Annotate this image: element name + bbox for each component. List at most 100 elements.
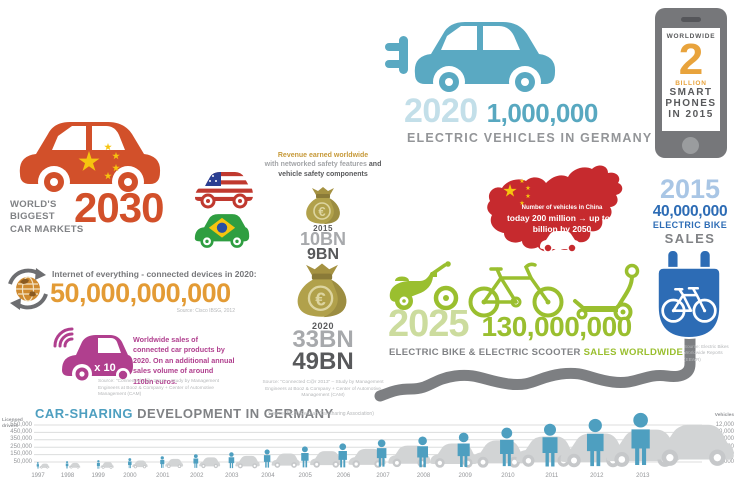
- phone-worldwide: WORLDWIDE: [666, 33, 716, 40]
- revenue-2015-gray: 10BN: [299, 229, 347, 249]
- chart-title-accent: CAR-SHARING: [35, 406, 133, 421]
- driver-vehicle-pictogram: [300, 446, 342, 468]
- phone-home-button: [682, 137, 699, 154]
- revenue-2020-dark: 49BN: [292, 348, 354, 375]
- revenue-year-2020: 2020: [311, 321, 335, 331]
- world-biggest-car-markets-label: WORLD'S BIGGEST CAR MARKETS: [10, 199, 90, 236]
- revenue-heading: Revenue earned worldwide with networked …: [262, 151, 384, 179]
- phone-smart: SMART: [669, 87, 713, 99]
- road-cord: [374, 330, 696, 402]
- ebike-value: 40,000,000: [652, 203, 728, 220]
- driver-vehicle-pictogram: [36, 462, 50, 469]
- chart-year-label: 1998: [60, 473, 75, 479]
- driver-vehicle-pictogram: [228, 452, 260, 469]
- smartphone: WORLDWIDE 2 BILLION SMART PHONES IN 2015: [655, 8, 727, 158]
- escooter-label: ELECTRIC BIKE & ELECTRIC SCOOTER SALES W…: [389, 347, 683, 358]
- chart-year-label: 2002: [190, 473, 204, 479]
- electric-car-icon: [385, 22, 556, 98]
- chart-year-label: 2000: [123, 473, 137, 479]
- driver-vehicle-pictogram: [65, 461, 81, 469]
- usa-car-icon: [195, 172, 253, 209]
- ev-value: 1,000,000: [486, 98, 599, 128]
- revenue-source: Source: "Connected C@r 2013" – Study by …: [262, 380, 384, 399]
- escooter-row: 2025 130,000,000: [388, 303, 632, 346]
- chart-year-label: 2013: [636, 473, 650, 479]
- chart-title-rest: DEVELOPMENT IN GERMANY: [132, 406, 334, 421]
- driver-vehicle-pictogram: [127, 458, 148, 469]
- chart-year-label: 2007: [376, 473, 390, 479]
- driver-vehicle-pictogram: [264, 449, 300, 469]
- revenue-heading-gray: with networked safety features: [264, 161, 369, 169]
- left-axis-tick: 250,000: [10, 443, 32, 450]
- ev-year: 2020: [404, 92, 478, 130]
- connected-car-icon: x 10: [53, 327, 133, 384]
- left-axis-tick: 150,000: [10, 451, 32, 458]
- chart-year-label: 2004: [261, 473, 275, 479]
- left-axis-tick: 350,000: [10, 436, 32, 443]
- bicycle-icon: [468, 262, 564, 318]
- china-vehicles-line1: Number of vehicles in China: [522, 205, 603, 211]
- ebike-label1: ELECTRIC BIKE: [652, 220, 728, 230]
- label-line: WORLD'S: [10, 199, 57, 210]
- chart-year-label: 2012: [590, 473, 604, 479]
- left-axis-label: Licensed drivers: [2, 418, 23, 429]
- chart-year-label: 1999: [91, 473, 105, 479]
- money-bag-large-icon: €: [297, 263, 347, 318]
- revenue-2020-gray: 33BN: [292, 326, 354, 353]
- svg-text:€: €: [315, 289, 326, 310]
- right-axis-label: Vehicles: [714, 413, 734, 418]
- right-axis-tick: 12,000: [715, 421, 734, 428]
- ebike-source: Source: Electric Bikes Worldwide Reports…: [684, 344, 729, 362]
- escooter-year: 2025: [388, 303, 470, 345]
- chart-year-label: 2008: [416, 473, 431, 479]
- moped-icon: [389, 261, 459, 311]
- year-2030: 2030: [74, 184, 164, 231]
- kick-scooter-icon: [573, 263, 640, 320]
- china-vehicles-line3: billion by 2050: [533, 224, 592, 234]
- china-car-icon: [19, 122, 161, 198]
- chart-year-label: 2001: [156, 473, 170, 479]
- china-map: Number of vehicles in China today 200 mi…: [487, 165, 623, 253]
- revenue-2015-dark: 9BN: [306, 246, 339, 263]
- right-axis-tick: 8,000: [718, 436, 734, 443]
- left-axis-tick: 50,000: [13, 458, 32, 465]
- svg-text:€: €: [318, 204, 325, 219]
- right-axis-tick: 2,000: [718, 458, 734, 465]
- iot-source: Source: Cisco IBSG, 2012: [176, 308, 235, 314]
- escooter-value: 130,000,000: [481, 311, 633, 342]
- x10-multiplier: x 10: [94, 362, 115, 374]
- driver-vehicle-pictogram: [160, 456, 184, 469]
- left-axis-tick: 550,000: [10, 421, 32, 428]
- ev-label: ELECTRIC VEHICLES IN GERMANY: [407, 131, 653, 145]
- chart-year-label: 2003: [225, 473, 239, 479]
- phone-speaker: [681, 17, 701, 22]
- chart-year-label: 1997: [31, 473, 45, 479]
- chart-year-label: 2010: [501, 473, 515, 479]
- ebike-label2: SALES: [664, 231, 716, 246]
- escooter-label-gray: ELECTRIC BIKE & ELECTRIC SCOOTER: [389, 347, 584, 358]
- chart-title: CAR-SHARING DEVELOPMENT IN GERMANY: [35, 406, 334, 421]
- driver-vehicle-pictogram: [96, 459, 114, 469]
- label-line: BIGGEST: [10, 211, 55, 223]
- revenue-year-2015: 2015: [313, 224, 333, 233]
- chart-year-label: 2009: [458, 473, 472, 479]
- driver-vehicle-pictogram: [631, 413, 735, 467]
- brazil-car-icon: [194, 214, 250, 248]
- revenue-heading-gold: Revenue earned worldwide: [277, 152, 369, 159]
- phone-in-2015: IN 2015: [668, 109, 714, 121]
- china-vehicles-line2: today 200 million → up to 1: [507, 213, 617, 223]
- revenue-heading-dark: and vehicle safety components: [278, 161, 382, 178]
- connected-car-text: Worldwide sales of connected car product…: [133, 335, 235, 386]
- globe-sync-icon: [8, 268, 48, 310]
- right-axis-tick: 10,000: [715, 428, 734, 435]
- chart-year-label: 2011: [545, 473, 559, 479]
- iot-value: 50,000,000,000: [50, 278, 231, 308]
- connected-car-source: Source: "Connected C@r 2012" – Study by …: [98, 379, 220, 398]
- escooter-label-green: SALES WORLDWIDE: [583, 347, 684, 358]
- plug-bike-icon: [656, 250, 722, 339]
- chart-year-label: 2005: [298, 473, 312, 479]
- phone-billion: BILLION: [675, 80, 707, 88]
- chart-canvas: 550,000 450,000 350,000 250,000 150,000 50,00…: [0, 405, 735, 491]
- car-sharing-chart: CAR-SHARING DEVELOPMENT IN GERMANY Sourc…: [0, 405, 735, 491]
